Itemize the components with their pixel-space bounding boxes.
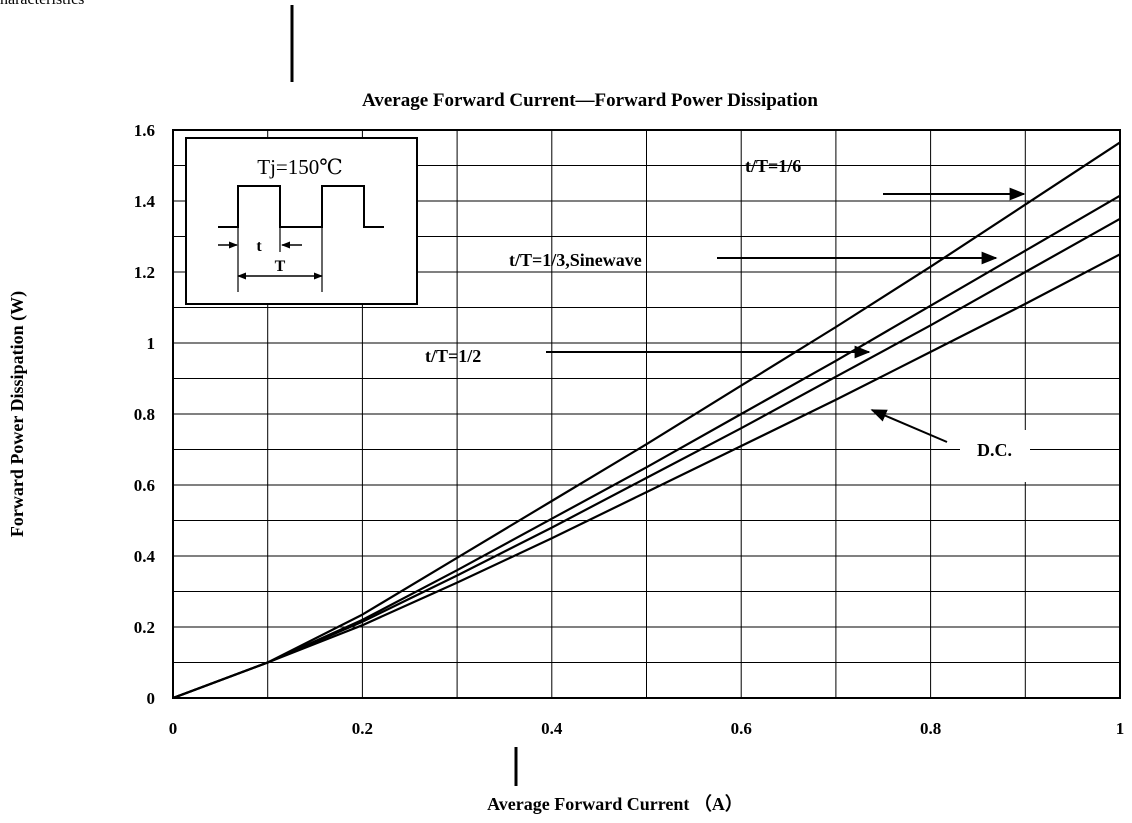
page-heading: haracteristics bbox=[0, 0, 84, 9]
y-tick-label: 0.8 bbox=[134, 405, 155, 424]
series-line-3 bbox=[172, 253, 1121, 700]
y-tick-label: 1.6 bbox=[134, 121, 155, 140]
x-tick-label: 1 bbox=[1116, 719, 1125, 738]
series-line-2 bbox=[172, 217, 1121, 700]
label-t-T-1-3: t/T=1/3,Sinewave bbox=[509, 250, 642, 270]
x-tick-label: 0.2 bbox=[352, 719, 373, 738]
y-axis-label: Forward Power Dissipation (W) bbox=[7, 291, 28, 537]
x-tick-label: 0 bbox=[169, 719, 178, 738]
annotation-dc: D.C. bbox=[870, 409, 1030, 482]
dc-label-bg bbox=[960, 430, 1030, 482]
annotation-1-6: t/T=1/6 bbox=[745, 156, 1026, 201]
y-tick-label: 1.4 bbox=[134, 192, 156, 211]
label-t-T-1-6: t/T=1/6 bbox=[745, 156, 801, 176]
y-tick-label: 1 bbox=[147, 334, 156, 353]
y-tick-label: 1.2 bbox=[134, 263, 155, 282]
x-tick-labels: 0 0.2 0.4 0.6 0.8 1 bbox=[169, 719, 1125, 738]
chart-title: Average Forward Current—Forward Power Di… bbox=[362, 90, 818, 111]
label-dc: D.C. bbox=[977, 440, 1012, 460]
y-tick-label: 0.4 bbox=[134, 547, 156, 566]
inset-t-label: t bbox=[256, 238, 262, 255]
inset-temperature-label: Tj=150℃ bbox=[257, 155, 343, 179]
series-lines bbox=[172, 141, 1121, 700]
annotation-1-2: t/T=1/2 bbox=[425, 345, 871, 366]
series-line-0 bbox=[172, 141, 1121, 700]
annotation-1-3: t/T=1/3,Sinewave bbox=[509, 250, 998, 270]
inset-box: Tj=150℃ t T bbox=[185, 137, 418, 305]
y-tick-label: 0 bbox=[147, 689, 156, 708]
label-t-T-1-2: t/T=1/2 bbox=[425, 346, 481, 366]
inset-T-label: T bbox=[275, 258, 286, 275]
series-line-1 bbox=[172, 194, 1121, 700]
y-tick-labels: 0 0.2 0.4 0.6 0.8 1 1.2 1.4 1.6 bbox=[134, 121, 156, 708]
x-tick-label: 0.8 bbox=[920, 719, 941, 738]
arrow-dc bbox=[870, 409, 948, 443]
x-axis-label: Average Forward Current （A） bbox=[487, 794, 743, 814]
x-tick-label: 0.4 bbox=[541, 719, 563, 738]
pulse-waveform bbox=[218, 185, 384, 228]
y-tick-label: 0.6 bbox=[134, 476, 155, 495]
x-tick-label: 0.6 bbox=[731, 719, 752, 738]
y-tick-label: 0.2 bbox=[134, 618, 155, 637]
plot-frame bbox=[172, 129, 1121, 699]
